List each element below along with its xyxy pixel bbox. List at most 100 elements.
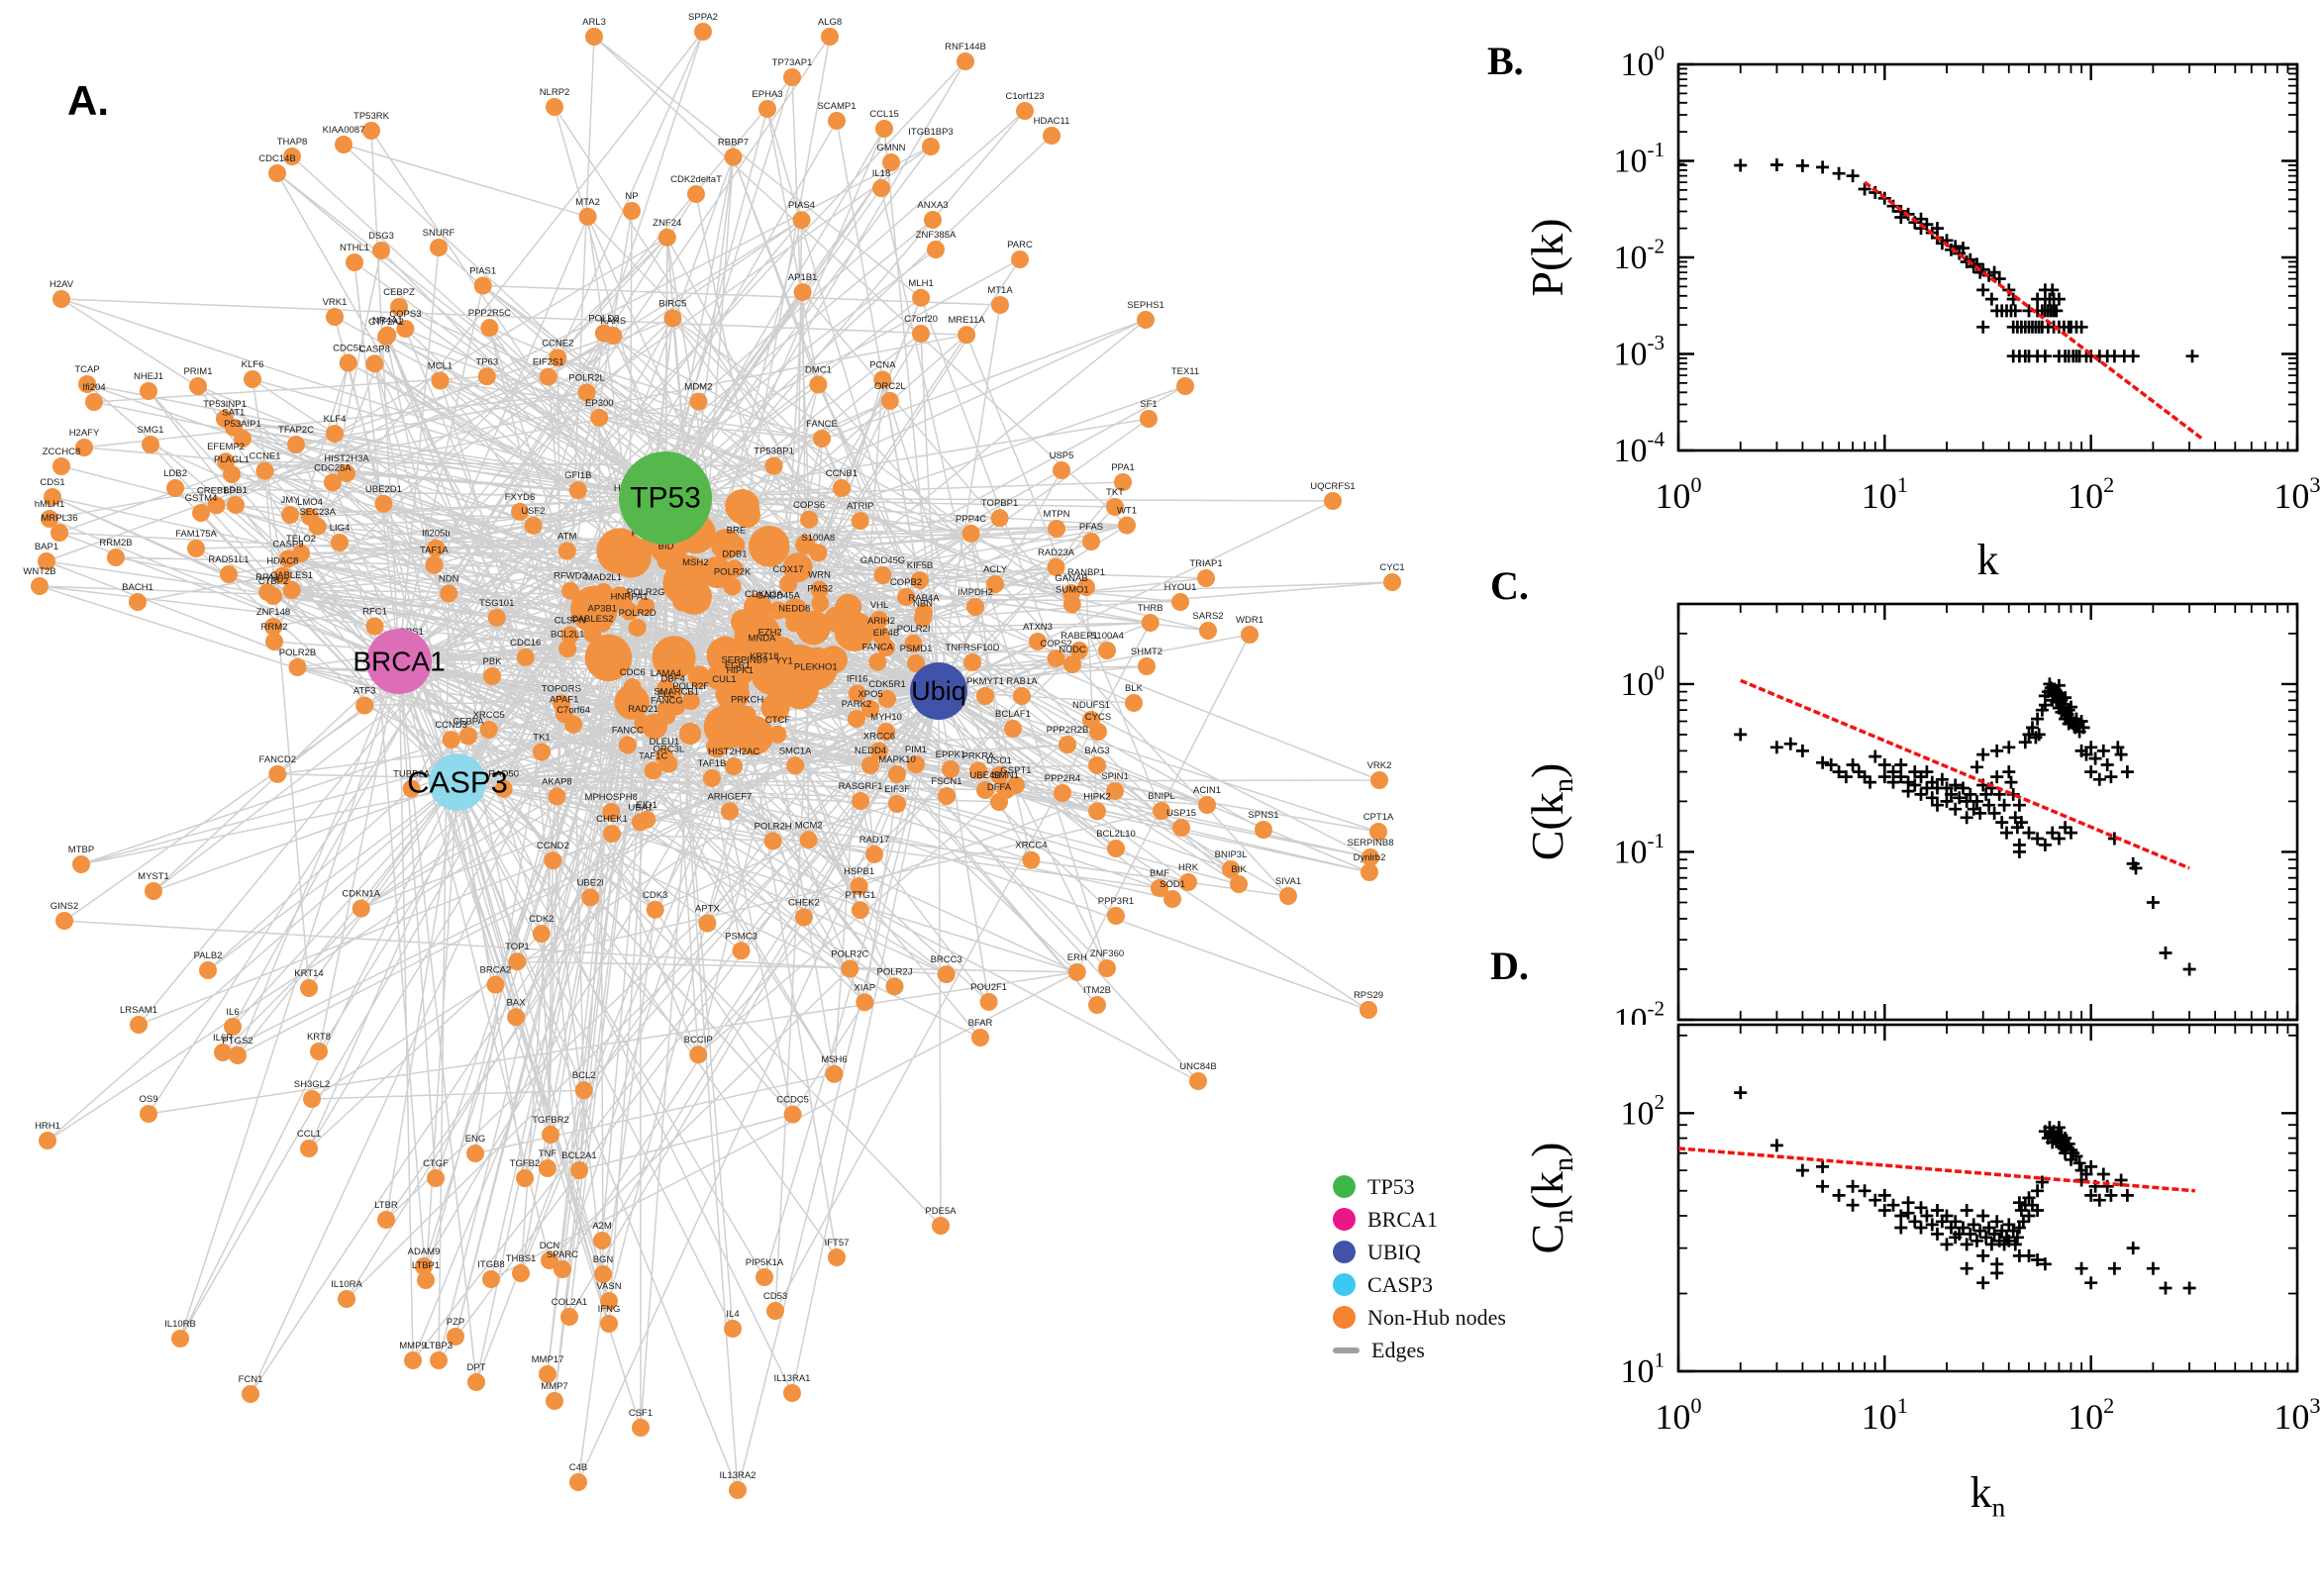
network-node <box>1047 649 1065 668</box>
gene-label: H2AFY <box>69 428 100 439</box>
gene-label: CDC25A <box>314 462 352 473</box>
network-node <box>877 723 895 741</box>
network-node <box>904 634 923 652</box>
gene-label: S100A8 <box>801 533 835 544</box>
gene-label: PIAS1 <box>469 266 496 277</box>
gene-label: BCLAF1 <box>995 709 1031 720</box>
legend-item-casp3: CASP3 <box>1333 1268 1506 1301</box>
network-node <box>483 667 501 686</box>
gene-label: RAD21 <box>628 704 658 715</box>
gene-label: KIAA0087 <box>323 125 365 136</box>
gene-label: ALG8 <box>818 17 842 28</box>
network-node <box>557 542 576 560</box>
major-ticks <box>1676 604 2299 1022</box>
network-node <box>539 1159 556 1177</box>
gene-label: C7orf20 <box>904 314 938 325</box>
gene-label: IMPDH2 <box>958 587 993 598</box>
gene-label: THRB <box>1138 603 1163 614</box>
network-node <box>584 634 633 681</box>
legend-label: UBIQ <box>1367 1239 1421 1264</box>
network-node <box>479 720 498 739</box>
gene-label: FANCD2 <box>259 754 296 765</box>
casp3-hub-dot-icon <box>1333 1273 1356 1296</box>
network-node <box>130 1016 148 1034</box>
gene-label: CABLES1 <box>270 570 313 581</box>
network-node <box>338 1290 355 1308</box>
gene-label: PPA1 <box>1111 462 1135 473</box>
gene-label: POLR2L <box>568 373 604 384</box>
gene-label: ARIH2 <box>867 616 895 627</box>
hub-casp3: CASP3 <box>407 753 508 811</box>
gene-label: POLR2C <box>831 949 868 960</box>
chart-panel-clustering-coefficient: 100 10-1 10-2 C(kn) <box>1515 579 2323 1039</box>
network-node <box>832 479 851 497</box>
network-node <box>494 779 513 798</box>
network-nodes <box>31 23 1401 1499</box>
network-node <box>459 727 477 746</box>
gene-label: DDB1 <box>722 549 747 559</box>
gene-label: RAD23A <box>1038 548 1075 558</box>
gene-label: BID <box>658 542 674 552</box>
gene-label: BCL2L10 <box>1096 829 1136 840</box>
legend-item-brca1: BRCA1 <box>1333 1203 1506 1236</box>
network-node <box>880 391 899 410</box>
network-node <box>706 636 745 674</box>
gene-label: HNRPA1 <box>611 592 649 603</box>
gene-label: PARK2 <box>842 699 871 710</box>
gene-label: SERPINB9 <box>721 655 767 666</box>
network-node <box>594 1265 612 1283</box>
network-node <box>635 539 654 557</box>
gene-label: ATXN3 <box>1023 622 1053 633</box>
gene-label: IFT57 <box>825 1238 850 1248</box>
gene-label: ITM2B <box>1083 985 1111 996</box>
gene-label: ZNF24 <box>653 218 681 229</box>
gene-label: RPS29 <box>1354 990 1383 1001</box>
network-node <box>1063 655 1081 673</box>
network-node <box>961 524 980 543</box>
gene-label: EP300 <box>585 398 614 409</box>
gene-label: EIF2S1 <box>533 357 564 368</box>
gene-label: BMF <box>1150 868 1169 879</box>
network-node <box>440 584 458 603</box>
network-node <box>672 590 694 612</box>
network-node <box>431 371 450 390</box>
gene-label: VRK2 <box>1367 760 1392 771</box>
panel-letter-a: A. <box>67 77 109 124</box>
gene-label: TFAP2C <box>278 425 314 436</box>
network-node <box>768 601 787 620</box>
gene-label: ATF3 <box>354 686 376 697</box>
network-node <box>868 652 887 671</box>
minor-ticks <box>1678 64 2297 450</box>
network-node <box>800 510 819 529</box>
network-node <box>634 715 653 734</box>
gene-label: CHEK1 <box>596 814 628 825</box>
gene-label: NHEJ1 <box>134 371 163 382</box>
network-node <box>911 571 929 589</box>
network-node <box>594 324 613 343</box>
scatter-points <box>1678 157 2199 363</box>
minor-ticks <box>1678 1025 2297 1371</box>
network-node <box>544 851 562 870</box>
x-axis-label: kn <box>1970 1468 2006 1523</box>
network-node <box>749 526 790 567</box>
network-node <box>1011 250 1029 268</box>
gene-label: BCL2A1 <box>561 1150 596 1161</box>
gene-label: BACH1 <box>122 582 153 593</box>
gene-label: CTBP2 <box>258 576 289 587</box>
network-node <box>548 787 566 806</box>
gene-label: RAB4A <box>908 593 940 604</box>
gene-label: PMS2 <box>807 583 833 594</box>
gene-label: MRE11A <box>948 315 985 326</box>
tick-label: 103 <box>2273 472 2320 516</box>
network-node <box>727 536 746 554</box>
gene-label: TGFB2 <box>510 1158 541 1169</box>
gene-label: KARS <box>600 316 626 327</box>
network-node <box>813 430 831 448</box>
network-node <box>637 597 656 616</box>
gene-label: TNF <box>539 1148 557 1159</box>
network-node <box>287 436 305 453</box>
network-node <box>1362 848 1379 866</box>
network-node <box>365 354 384 373</box>
network-node <box>996 781 1015 800</box>
